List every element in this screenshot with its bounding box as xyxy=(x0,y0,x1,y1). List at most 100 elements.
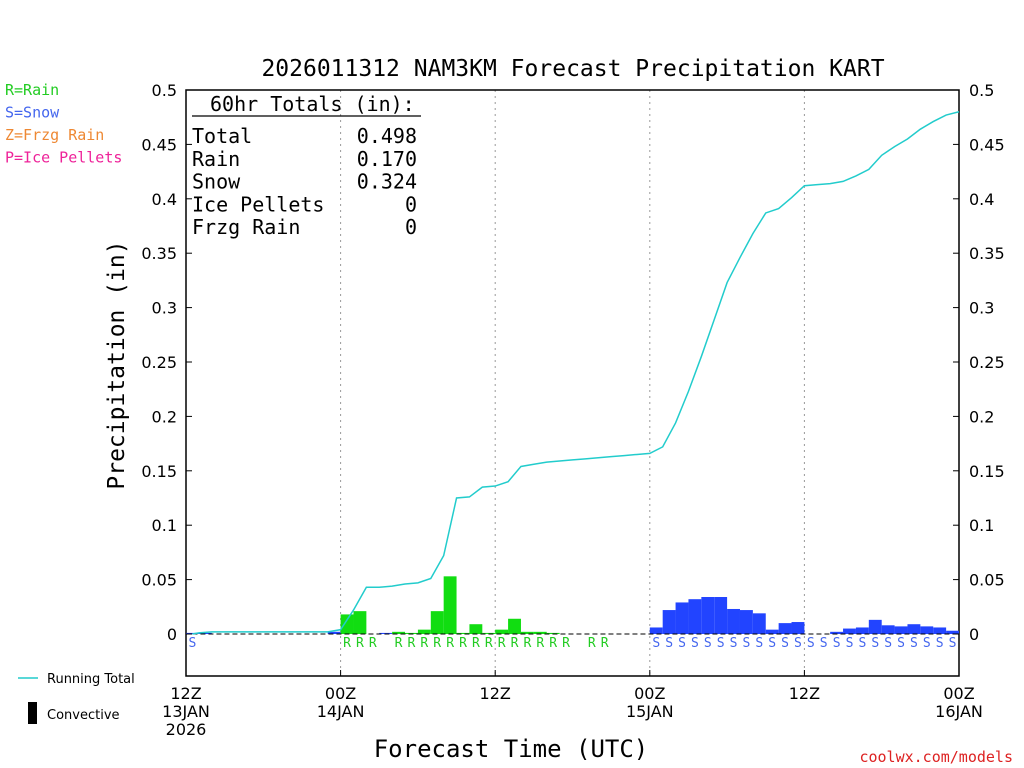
type-marker-R: R xyxy=(498,636,506,651)
type-marker-S: S xyxy=(781,636,789,651)
precip-bar xyxy=(727,608,740,634)
precip-bar xyxy=(830,631,844,634)
y-tick-label-left: 0.05 xyxy=(141,571,177,590)
precip-bar xyxy=(752,613,766,634)
type-marker-R: R xyxy=(523,636,531,651)
type-marker-S: S xyxy=(871,636,879,651)
precip-bar xyxy=(946,630,959,634)
y-tick-label-left: 0.35 xyxy=(141,244,177,263)
precip-bar xyxy=(765,629,779,634)
y-tick-label-right: 0.35 xyxy=(969,244,1005,263)
type-marker-R: R xyxy=(433,636,441,651)
precip-bar xyxy=(855,627,869,634)
precip-bar xyxy=(482,632,496,634)
type-marker-R: R xyxy=(395,636,403,651)
totals-row-value: 0.498 xyxy=(357,124,417,148)
type-marker-S: S xyxy=(910,636,918,651)
type-marker-R: R xyxy=(485,636,493,651)
x-tick-label: 16JAN xyxy=(935,702,983,721)
convective-legend-swatch xyxy=(28,702,37,724)
y-tick-label-right: 0.05 xyxy=(969,571,1005,590)
type-marker-S: S xyxy=(846,636,854,651)
type-marker-S: S xyxy=(897,636,905,651)
precip-bar xyxy=(662,610,676,634)
y-axis-ticks: 0.5 0.5 0.45 0.45 0.4 0.4 0.35 0.35 0.3 0.3 0.25 0.… xyxy=(141,81,1004,644)
y-tick-label-right: 0.25 xyxy=(969,353,1005,372)
y-tick-label-right: 0.4 xyxy=(969,190,994,209)
precip-bar xyxy=(907,624,921,634)
precip-bar xyxy=(791,622,805,634)
precip-bars xyxy=(186,576,959,634)
precip-bar xyxy=(649,627,663,634)
precip-bar xyxy=(508,618,521,634)
precip-bar xyxy=(546,632,560,634)
type-marker-S: S xyxy=(858,636,866,651)
credit-text: coolwx.com/models xyxy=(859,748,1013,766)
precip-bar xyxy=(739,610,753,634)
x-tick-label: 00Z xyxy=(943,684,974,703)
totals-row-value: 0.324 xyxy=(357,170,417,194)
type-marker-R: R xyxy=(446,636,454,651)
precip-bar xyxy=(495,629,509,634)
y-tick-label-right: 0.2 xyxy=(969,407,994,426)
type-legend-item: S=Snow xyxy=(5,104,60,122)
y-tick-label-left: 0.4 xyxy=(152,190,177,209)
y-axis-label: Precipitation (in) xyxy=(104,240,130,489)
totals-row-label: Ice Pellets xyxy=(192,192,324,216)
precip-type-legend: R=Rain S=Snow Z=Frzg Rain P=Ice Pellets xyxy=(5,81,122,167)
series-legend: Running Total Convective xyxy=(18,672,135,724)
precip-bar xyxy=(353,611,367,634)
type-marker-S: S xyxy=(665,636,673,651)
y-tick-label-right: 0.5 xyxy=(969,81,994,100)
precip-bar xyxy=(327,631,341,634)
type-marker-S: S xyxy=(717,636,725,651)
type-marker-R: R xyxy=(356,636,364,651)
chart-title: 2026011312 NAM3KM Forecast Precipitation… xyxy=(261,56,884,82)
x-tick-label: 13JAN xyxy=(162,702,210,721)
x-tick-label: 15JAN xyxy=(626,702,674,721)
type-marker-R: R xyxy=(343,636,351,651)
type-marker-S: S xyxy=(794,636,802,651)
totals-row-label: Rain xyxy=(192,147,240,171)
type-marker-S: S xyxy=(768,636,776,651)
precip-bar xyxy=(868,619,882,634)
type-marker-S: S xyxy=(743,636,751,651)
totals-row-label: Snow xyxy=(192,170,241,194)
precip-bar xyxy=(933,627,947,634)
type-marker-S: S xyxy=(652,636,660,651)
precip-bar xyxy=(392,631,406,634)
x-tick-label: 12Z xyxy=(170,684,201,703)
precip-bar xyxy=(675,602,689,634)
y-tick-label-left: 0.3 xyxy=(152,299,177,318)
running-total-line xyxy=(192,111,960,635)
type-marker-S: S xyxy=(755,636,763,651)
type-marker-R: R xyxy=(536,636,544,651)
precip-bar xyxy=(430,611,444,634)
type-marker-S: S xyxy=(704,636,712,651)
precip-bar xyxy=(405,632,418,634)
precip-bar xyxy=(894,626,908,634)
precip-bar xyxy=(688,599,702,634)
x-tick-label: 00Z xyxy=(634,684,665,703)
type-marker-S: S xyxy=(678,636,686,651)
type-marker-S: S xyxy=(923,636,931,651)
y-tick-label-right: 0.1 xyxy=(969,516,994,535)
y-tick-label-left: 0.15 xyxy=(141,462,177,481)
type-marker-S: S xyxy=(949,636,957,651)
y-tick-label-left: 0.2 xyxy=(152,407,177,426)
y-tick-label-left: 0.25 xyxy=(141,353,177,372)
precip-bar xyxy=(701,597,715,634)
type-marker-R: R xyxy=(459,636,467,651)
precip-bar xyxy=(881,625,895,634)
series-legend-label: Running Total xyxy=(47,672,135,687)
series-legend-label: Convective xyxy=(47,708,120,723)
totals-row-value: 0 xyxy=(405,192,417,216)
precip-bar xyxy=(533,631,547,634)
grid-lines xyxy=(340,90,805,676)
type-marker-S: S xyxy=(884,636,892,651)
type-marker-R: R xyxy=(511,636,519,651)
y-tick-label-left: 0.45 xyxy=(141,135,177,154)
